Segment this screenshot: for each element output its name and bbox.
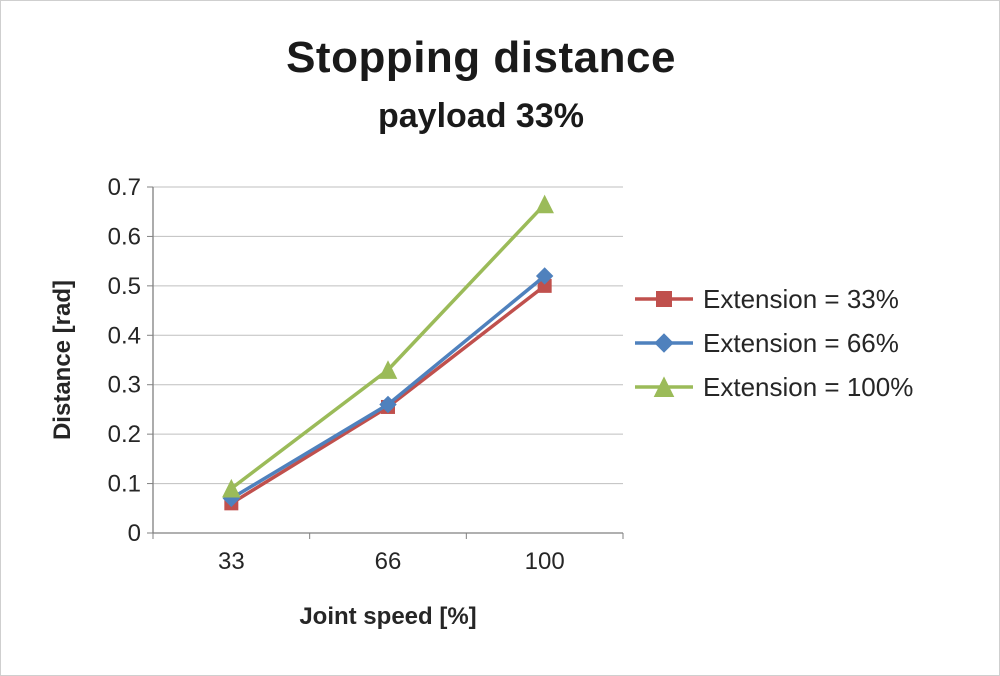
legend-label: Extension = 100% bbox=[703, 371, 914, 402]
x-axis-title: Joint speed [%] bbox=[299, 603, 477, 630]
data-point-marker bbox=[535, 267, 554, 285]
data-point-marker bbox=[222, 478, 241, 498]
y-tick-label: 0.2 bbox=[108, 421, 141, 448]
y-tick-label: 0 bbox=[128, 520, 141, 547]
square-marker-icon bbox=[656, 291, 672, 307]
legend-key-icon bbox=[635, 333, 693, 353]
legend-key-icon bbox=[635, 376, 693, 397]
y-tick-label: 0.1 bbox=[108, 471, 141, 498]
data-point-marker bbox=[535, 194, 554, 214]
x-tick-label: 100 bbox=[525, 548, 565, 575]
legend-label: Extension = 33% bbox=[703, 283, 899, 314]
legend-item: Extension = 66% bbox=[633, 321, 913, 365]
legend: Extension = 33% Extension = 66% Extension … bbox=[633, 277, 913, 409]
series-line bbox=[230, 274, 546, 500]
legend-key-icon bbox=[635, 291, 693, 307]
legend-label: Extension = 66% bbox=[703, 327, 899, 358]
y-tick-label: 0.5 bbox=[108, 273, 141, 300]
chart-title: Stopping distance bbox=[286, 33, 676, 82]
diamond-marker-icon bbox=[654, 333, 674, 353]
data-point-marker bbox=[379, 395, 397, 414]
legend-item: Extension = 33% bbox=[633, 277, 913, 321]
x-tick-label: 66 bbox=[375, 548, 402, 575]
chart-subtitle: payload 33% bbox=[378, 97, 584, 135]
triangle-marker-icon bbox=[653, 376, 675, 397]
y-tick-label: 0.7 bbox=[108, 174, 141, 201]
series-line bbox=[230, 203, 546, 490]
y-tick-label: 0.3 bbox=[108, 372, 141, 399]
legend-item: Extension = 100% bbox=[633, 365, 913, 409]
x-tick-label: 33 bbox=[218, 548, 245, 575]
data-point-marker bbox=[378, 360, 398, 379]
y-tick-label: 0.6 bbox=[108, 223, 141, 250]
y-tick-label: 0.4 bbox=[108, 322, 141, 349]
